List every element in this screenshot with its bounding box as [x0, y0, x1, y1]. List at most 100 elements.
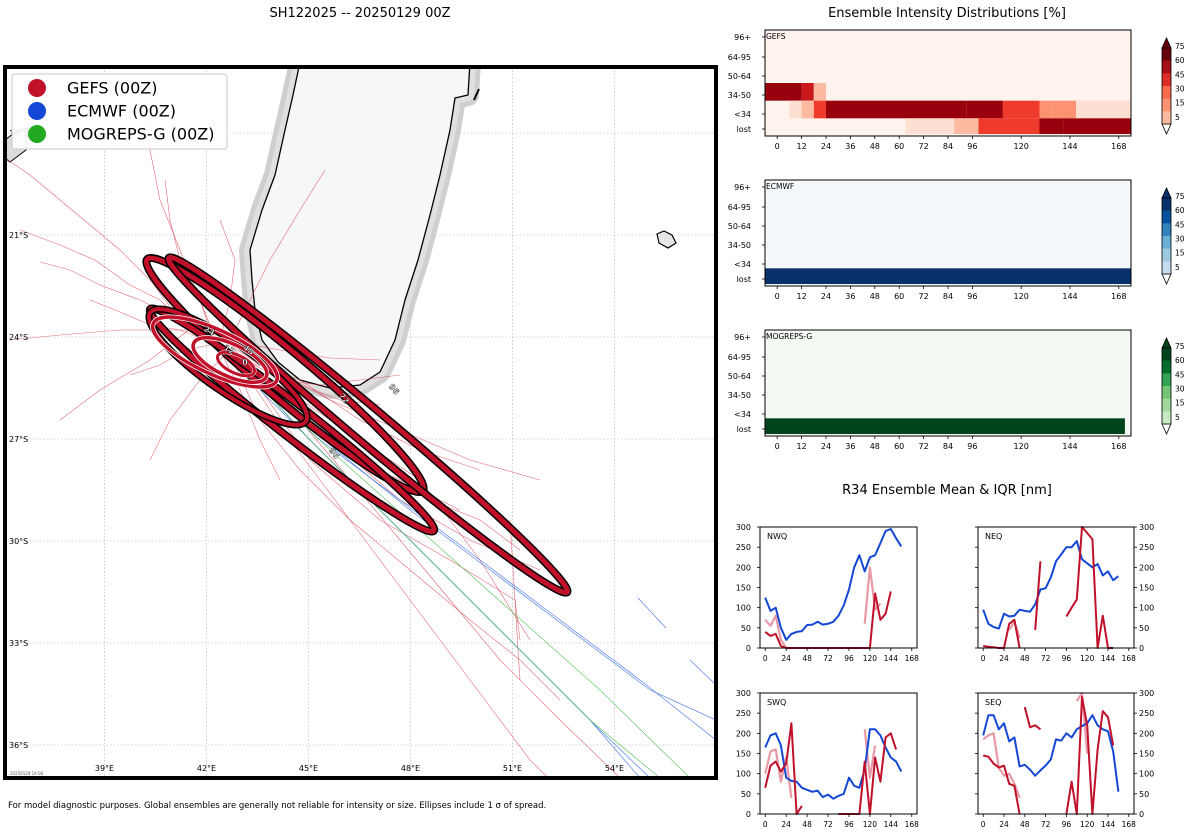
- lon-tick-label: 54°E: [605, 764, 624, 773]
- row-label: 96+: [734, 183, 751, 192]
- hour-label: 0: [775, 292, 780, 301]
- colorbar-swatch: [1162, 248, 1171, 262]
- r34-xtick-label: 96: [844, 820, 854, 829]
- colorbar-swatch: [1162, 360, 1171, 374]
- colorbar-frame: [1161, 47, 1172, 125]
- ellipse-96h-lower: [164, 253, 572, 597]
- r34-xtick-label: 72: [823, 820, 833, 829]
- r34-ytick-label: 300: [1139, 689, 1154, 698]
- hour-label: 120: [1014, 142, 1029, 151]
- r34-ytick-label: 250: [1139, 543, 1154, 552]
- row-label: lost: [737, 125, 751, 134]
- row-label: 64-95: [728, 353, 751, 362]
- r34-xtick-label: 0: [981, 654, 986, 663]
- r34-series-ecmwf-mean: [982, 714, 1120, 792]
- heat-cell: [954, 118, 979, 134]
- colorbar-swatch: [1162, 236, 1171, 249]
- r34-ytick-label: 300: [1139, 523, 1154, 532]
- row-label: lost: [737, 275, 751, 284]
- r34-series-gefs-mean: [982, 754, 1021, 815]
- r34-xtick-label: 144: [884, 654, 899, 663]
- r34-xtick-label: 24: [781, 654, 791, 663]
- colorbar-tick-label: 45: [1175, 370, 1185, 379]
- r34-ytick-label: 50: [1139, 624, 1149, 633]
- r34-xtick-label: 120: [863, 820, 878, 829]
- colorbar-gefs: 75 60 45 30 15 5: [1161, 37, 1185, 135]
- colorbar-min-arrow: [1161, 273, 1172, 285]
- hour-label: 96: [967, 292, 977, 301]
- r34-panel-neq: NEQ 0 50 100 150 200 250 300 0 24 48 72 96 120 144 168: [975, 523, 1154, 663]
- colorbar-swatch: [1162, 223, 1171, 237]
- hour-label: 168: [1111, 142, 1126, 151]
- r34-xtick-label: 120: [863, 654, 878, 663]
- r34-ytick-label: 0: [1139, 810, 1144, 819]
- heat-cell: [801, 100, 814, 119]
- ellipse-24h: [190, 335, 270, 385]
- hour-label: 24: [821, 292, 831, 301]
- hour-label: 24: [821, 142, 831, 151]
- legend-label-gefs-00z: GEFS (00Z): [67, 79, 157, 98]
- colorbar-min-arrow: [1161, 123, 1172, 135]
- r34-xtick-label: 96: [1062, 820, 1072, 829]
- r34-xtick-label: 72: [1041, 654, 1051, 663]
- mogreps-tracks: [244, 369, 691, 778]
- colorbar-swatch: [1162, 261, 1171, 275]
- panel-label: GEFS: [766, 32, 786, 41]
- colorbar-tick-label: 30: [1175, 85, 1185, 94]
- hour-label: 72: [919, 442, 929, 451]
- heat-cell: [765, 83, 802, 101]
- colorbar-swatch: [1162, 73, 1171, 87]
- r34-series-ecmwf-mean: [764, 728, 903, 800]
- r34-ytick-label: 200: [1139, 729, 1154, 738]
- r34-series-gefs-mean-b: [1034, 561, 1042, 630]
- heat-cell: [789, 100, 802, 119]
- colorbar-tick-label: 5: [1175, 113, 1180, 122]
- colorbar-swatch: [1162, 348, 1171, 361]
- r34-ytick-label: 150: [1139, 750, 1154, 759]
- intensity-panel-ecmwf: ECMWF 96+ 64-95 50-64 34-50 <34 lost 0 12 24 36 48 6…: [728, 179, 1185, 301]
- r34-ytick-label: 300: [736, 523, 751, 532]
- r34-xtick-label: 168: [1122, 654, 1137, 663]
- r34-xtick-label: 48: [1020, 820, 1030, 829]
- r34-xtick-label: 48: [802, 654, 812, 663]
- colorbar-swatch: [1162, 98, 1171, 112]
- r34-ytick-label: 250: [736, 709, 751, 718]
- lat-tick-label: 21°S: [9, 231, 28, 240]
- r34-panel-seq: SEQ 0 50 100 150 200 250 300 0 24 48 72 96 120 144 168: [975, 689, 1154, 829]
- r34-quadrant-label: SWQ: [767, 698, 786, 707]
- r34-ytick-label: 0: [746, 644, 751, 653]
- hour-label: 84: [943, 442, 953, 451]
- hour-label: 36: [845, 292, 855, 301]
- r34-xtick-label: 0: [981, 820, 986, 829]
- heat-cell: [765, 418, 1125, 434]
- r34-series-gefs-iqr-b: [863, 729, 877, 779]
- row-label: 34-50: [728, 391, 751, 400]
- colorbar-frame: [1161, 347, 1172, 425]
- colorbar-swatch: [1162, 86, 1171, 99]
- hour-label: 96: [967, 142, 977, 151]
- r34-panel-swq: SWQ 0 50 100 150 200 250 300 0 24 48 72 96 120 144 168: [736, 689, 919, 829]
- r34-ytick-label: 150: [736, 584, 751, 593]
- row-label: 50-64: [728, 72, 751, 81]
- row-label: 96+: [734, 333, 751, 342]
- row-label: 34-50: [728, 241, 751, 250]
- hour-label: 84: [943, 142, 953, 151]
- hour-label: 12: [797, 292, 807, 301]
- r34-background: [978, 693, 1134, 814]
- r34-xtick-label: 168: [1122, 820, 1137, 829]
- row-label: 64-95: [728, 203, 751, 212]
- r34-quadrant-label: SEQ: [985, 698, 1001, 707]
- r34-background: [760, 693, 917, 814]
- colorbar-tick-label: 75: [1175, 192, 1185, 201]
- r34-ytick-label: 100: [736, 604, 751, 613]
- ellipse-label-0: 0: [242, 358, 248, 367]
- r34-xtick-label: 120: [1080, 654, 1095, 663]
- colorbar-mogreps-g: 75 60 45 30 15 5: [1161, 337, 1185, 435]
- colorbar-tick-label: 30: [1175, 385, 1185, 394]
- heat-cell: [905, 118, 955, 134]
- colorbar-tick-label: 15: [1175, 399, 1185, 408]
- legend-marker-mogreps-g-00z: [28, 125, 46, 143]
- r34-ytick-label: 0: [1139, 644, 1144, 653]
- r34-xtick-label: 72: [1041, 820, 1051, 829]
- colorbar-min-arrow: [1161, 423, 1172, 435]
